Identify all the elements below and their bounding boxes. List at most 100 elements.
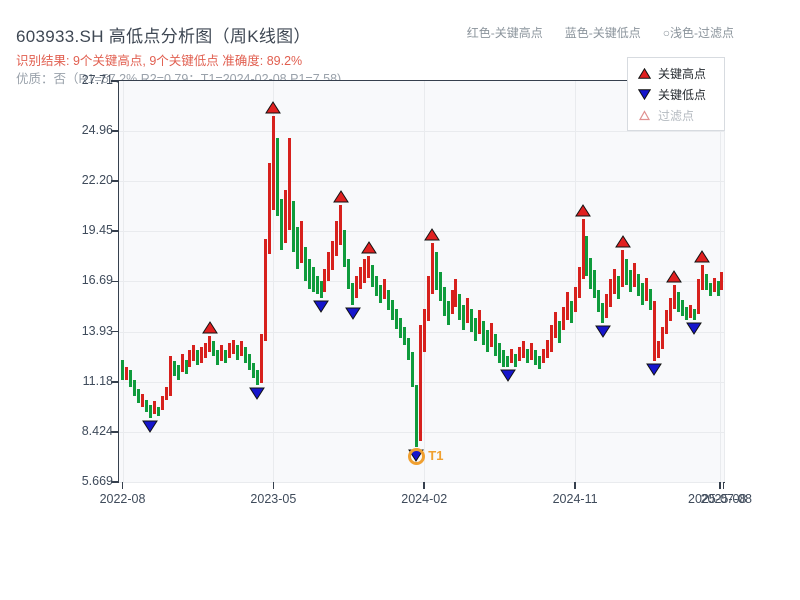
- candle-bar: [355, 275, 359, 298]
- candle-bar: [518, 346, 521, 362]
- candle-bar: [132, 379, 136, 396]
- x-tick-mark: [722, 482, 725, 489]
- candle-bar: [152, 401, 156, 415]
- y-tick-label: 24.96: [81, 123, 113, 138]
- candle-bar: [601, 303, 605, 324]
- candle-bar: [438, 272, 442, 302]
- x-tick-label: 2022-08: [99, 492, 146, 506]
- candle-bar: [271, 115, 275, 211]
- candle-bar: [454, 279, 458, 307]
- candle-bar: [434, 252, 438, 291]
- candle-bar: [577, 266, 581, 298]
- recognition-result-text: 识别结果: 9个关键高点, 9个关键低点 准确度: 89.2%: [16, 54, 303, 68]
- x-tick-label: 2024-11: [552, 492, 598, 506]
- candle-bar: [172, 361, 176, 376]
- candle-bar: [565, 292, 569, 320]
- candle-bar: [386, 290, 390, 311]
- header-legend: 红色-关键高点 蓝色-关键低点 ○浅色-过滤点: [467, 24, 734, 41]
- candle-bar: [589, 257, 593, 289]
- key-high-marker: [666, 270, 683, 283]
- candle-bar: [180, 354, 184, 373]
- candle-bar: [716, 281, 720, 296]
- up-triangle-icon: [638, 68, 651, 79]
- key-high-marker: [575, 204, 591, 217]
- x-tick-mark: [719, 482, 721, 489]
- y-tick-mark: [111, 431, 119, 433]
- candle-bar: [136, 388, 140, 404]
- candle-bar: [581, 219, 585, 280]
- h-gridline: [119, 281, 724, 283]
- candle-bar: [541, 348, 545, 364]
- candle-bar: [339, 204, 343, 245]
- candle-bar: [394, 308, 398, 329]
- x-tick-mark: [121, 482, 124, 489]
- candle-bar: [224, 350, 228, 364]
- candle-bar: [283, 190, 287, 244]
- candle-bar: [375, 275, 379, 296]
- v-gridline: [575, 81, 577, 482]
- candle-bar: [609, 279, 613, 307]
- candle-bar: [220, 344, 224, 362]
- candle-bar: [287, 137, 291, 231]
- candle-bar: [148, 405, 152, 418]
- y-tick-label: 8.424: [81, 423, 113, 438]
- y-tick-label: 13.93: [81, 323, 113, 338]
- candle-bar: [240, 341, 244, 356]
- candle-bar: [331, 241, 335, 271]
- candle-bar: [692, 308, 696, 320]
- candle-bar: [390, 299, 394, 320]
- legend-item-filtered: 过滤点: [638, 105, 724, 126]
- x-tick-label: 2023-05: [250, 492, 297, 506]
- candle-bar: [720, 272, 724, 291]
- candle-bar: [426, 275, 430, 322]
- candle-bar: [704, 274, 708, 291]
- candle-bar: [676, 292, 680, 313]
- candle-bar: [196, 350, 200, 365]
- key-low-marker: [686, 322, 703, 335]
- candle-bar: [466, 297, 470, 324]
- candle-bar: [200, 346, 204, 364]
- candle-bar: [359, 266, 363, 289]
- candle-bar: [398, 317, 402, 338]
- candle-bar: [593, 270, 597, 298]
- h-gridline: [119, 231, 724, 233]
- y-tick-mark: [111, 380, 119, 383]
- candle-bar: [379, 284, 383, 304]
- x-tick-label: 2025-07-08: [688, 492, 752, 506]
- key-low-marker: [313, 300, 329, 313]
- candle-bar: [521, 341, 525, 358]
- candle-bar: [299, 221, 303, 264]
- candle-bar: [315, 275, 319, 295]
- h-gridline: [119, 181, 724, 183]
- candle-bar: [160, 395, 164, 411]
- candle-bar: [490, 323, 494, 347]
- candle-bar: [430, 243, 434, 295]
- candle-bar: [275, 137, 279, 216]
- candle-bar: [363, 259, 367, 284]
- candle-bar: [498, 343, 502, 364]
- candle-bar: [502, 350, 506, 367]
- candle-bar: [371, 264, 375, 287]
- candle-bar: [510, 348, 514, 364]
- candle-bar: [410, 352, 414, 387]
- key-high-marker: [201, 320, 218, 334]
- candle-bar: [553, 312, 557, 338]
- legend-label: 过滤点: [658, 109, 695, 123]
- candle-bar: [486, 330, 490, 353]
- candle-bar: [418, 324, 422, 442]
- candle-bar: [537, 355, 541, 369]
- y-tick-mark: [111, 481, 119, 483]
- candle-bar: [232, 339, 236, 355]
- key-high-marker: [360, 240, 377, 254]
- key-high-marker: [694, 249, 711, 263]
- legend-item-key-low: 关键低点: [638, 84, 724, 105]
- candle-bar: [533, 350, 537, 365]
- y-tick-mark: [111, 80, 119, 82]
- header-legend-key-low: 蓝色-关键低点: [564, 26, 641, 40]
- candle-bar: [474, 317, 478, 342]
- candle-bar: [442, 286, 446, 316]
- candle-bar: [494, 334, 498, 356]
- candle-bar: [204, 343, 208, 358]
- candle-bar: [625, 259, 629, 285]
- candle-bar: [506, 355, 510, 367]
